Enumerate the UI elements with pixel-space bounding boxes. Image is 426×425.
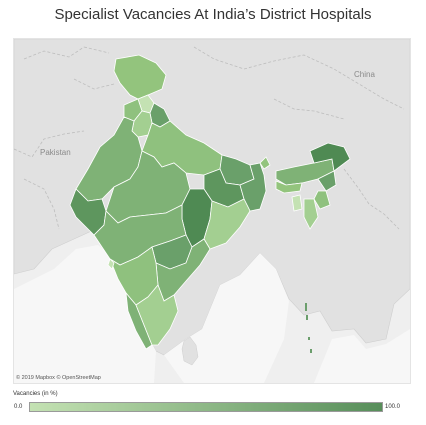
legend-max-label: 100.0: [385, 404, 401, 410]
legend-min-label: 0.0: [14, 404, 23, 410]
state-tamil-nadu[interactable]: [135, 284, 179, 346]
state-arunachal[interactable]: [309, 142, 351, 172]
andaman-nicobar: [305, 303, 312, 353]
indian-ocean-east: [314, 329, 410, 383]
state-nagaland[interactable]: [317, 170, 337, 192]
sri-lanka: [181, 336, 199, 366]
state-sikkim[interactable]: [259, 156, 271, 170]
state-manipur[interactable]: [313, 190, 331, 210]
legend-title: Vacancies (in %): [13, 391, 58, 397]
state-goa[interactable]: [107, 258, 115, 270]
international-border: [14, 46, 405, 230]
country-label-china: China: [354, 70, 375, 79]
india-states[interactable]: [69, 54, 351, 350]
map-area[interactable]: China Pakistan © 2019 Mapbox © OpenStree…: [13, 38, 411, 384]
choropleth-map[interactable]: China Pakistan: [14, 39, 410, 383]
map-title: Specialist Vacancies At India’s District…: [54, 6, 372, 23]
map-attribution[interactable]: © 2019 Mapbox © OpenStreetMap: [16, 375, 101, 381]
state-mizoram[interactable]: [303, 198, 319, 230]
country-label-pakistan: Pakistan: [40, 148, 71, 157]
legend-color-ramp: [29, 402, 383, 412]
state-meghalaya[interactable]: [275, 180, 303, 194]
state-west-bengal[interactable]: [239, 162, 267, 212]
state-tripura[interactable]: [291, 194, 303, 212]
state-rajasthan[interactable]: [75, 116, 143, 202]
